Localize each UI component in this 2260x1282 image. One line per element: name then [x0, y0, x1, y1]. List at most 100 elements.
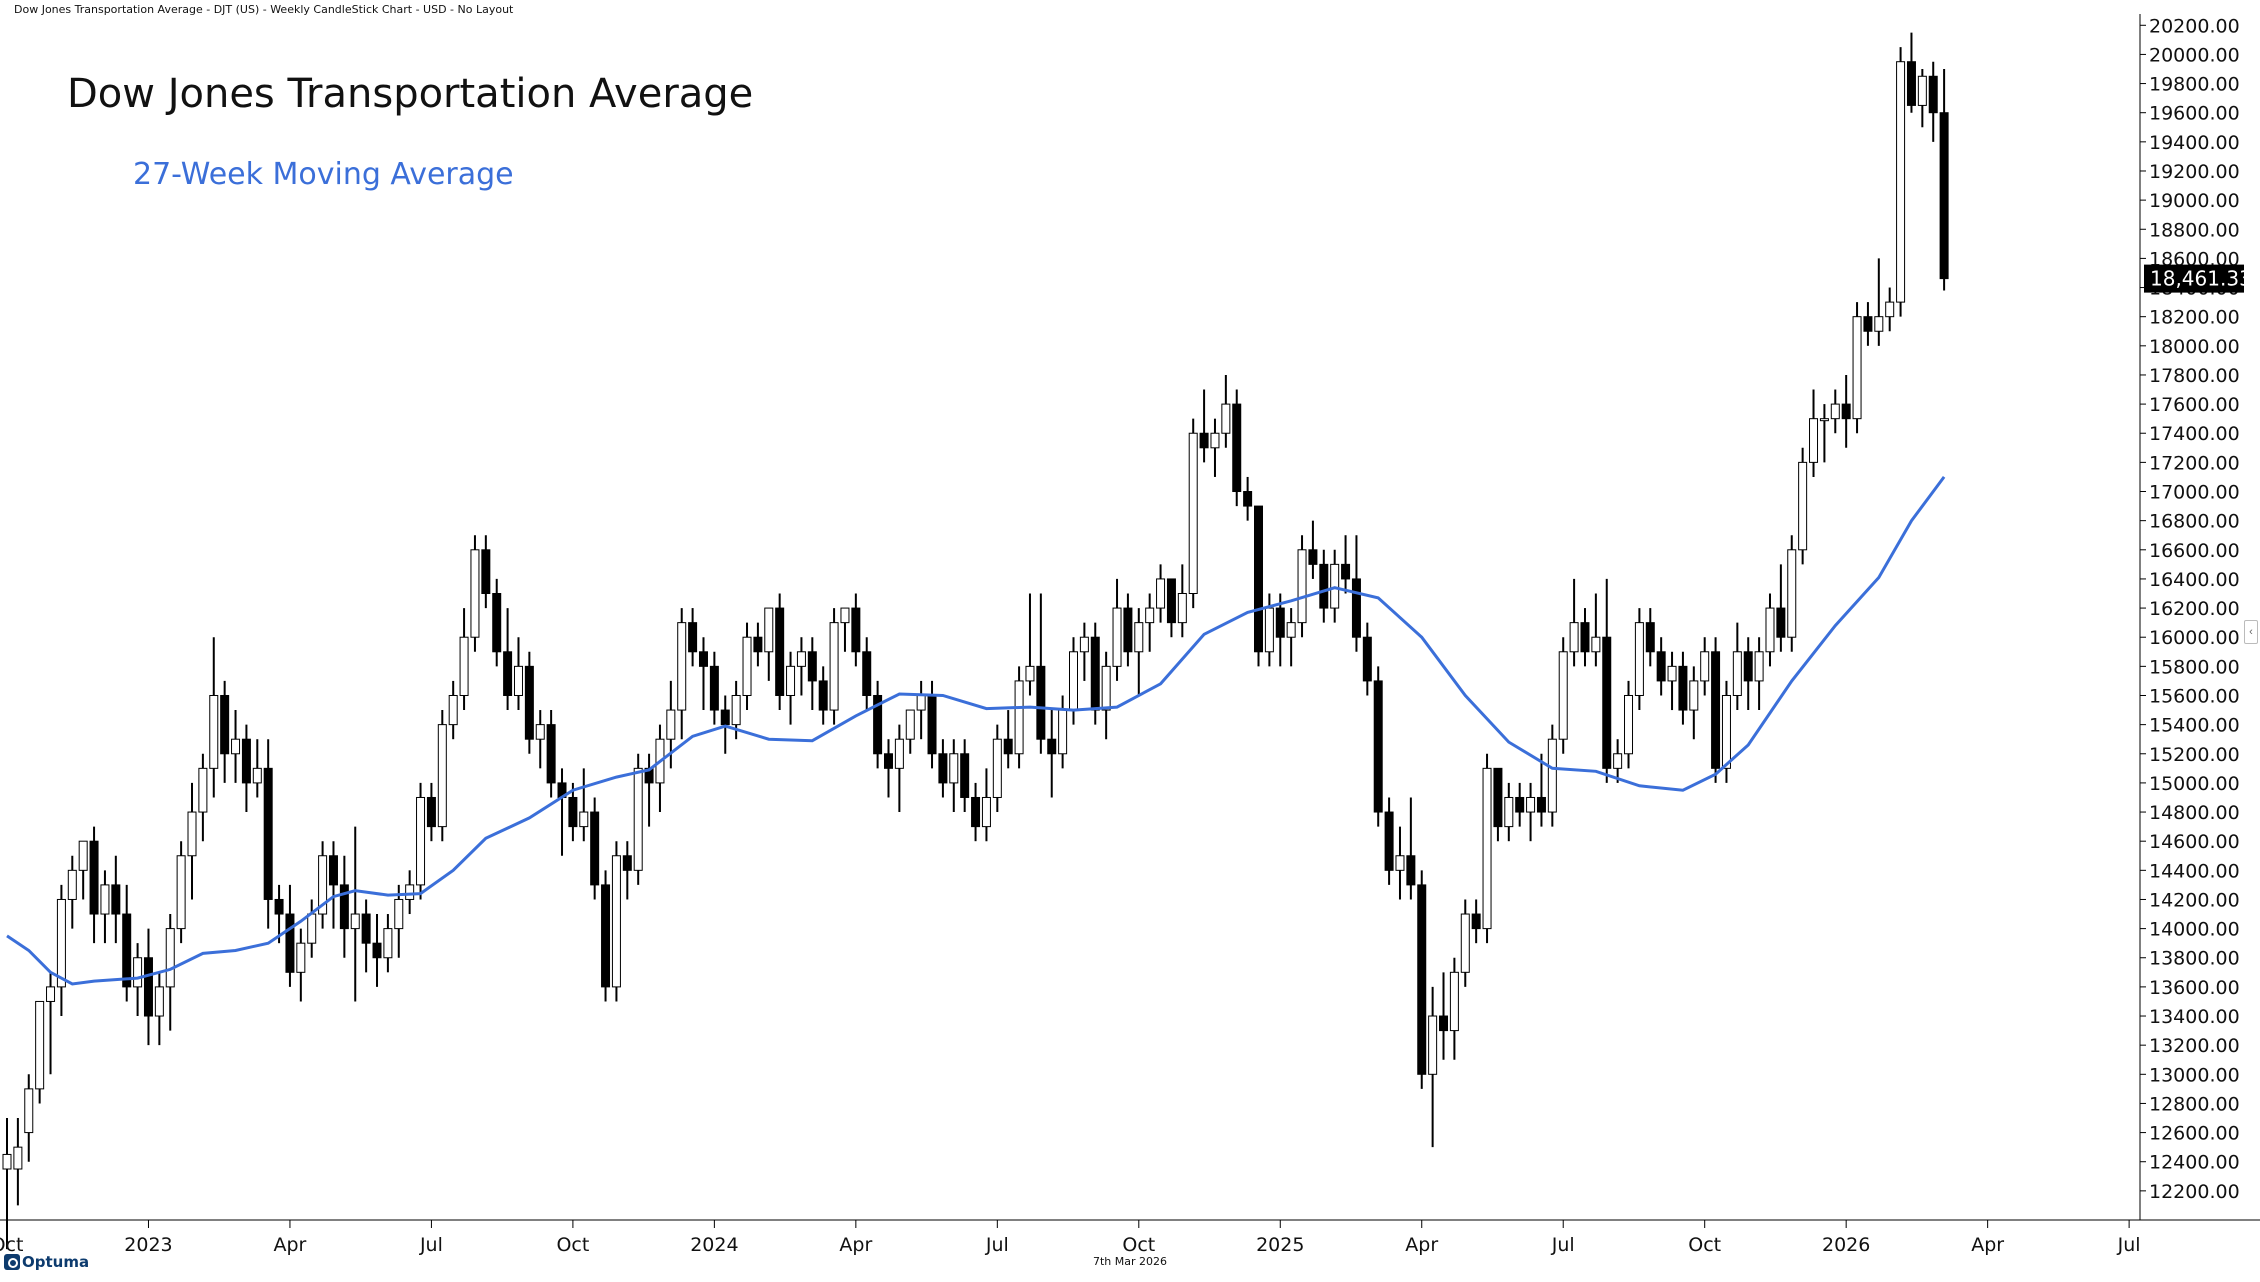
candle-body-down: [274, 898, 284, 915]
candle: [981, 768, 991, 842]
candle: [1645, 608, 1655, 667]
candle-body-down: [220, 694, 230, 755]
candle: [394, 884, 404, 958]
candle: [1830, 389, 1840, 434]
candle-body-down: [1928, 75, 1938, 114]
candle: [851, 593, 861, 667]
candle: [524, 651, 534, 754]
candle: [1482, 753, 1492, 944]
y-tick-label: 13800.00: [2149, 948, 2240, 970]
candle-body-up: [394, 898, 404, 930]
candle-body-up: [611, 855, 621, 988]
candle: [220, 680, 230, 783]
candle-body-down: [328, 855, 338, 886]
candle-body-up: [405, 884, 415, 900]
candle: [492, 578, 502, 667]
y-tick-label: 13600.00: [2149, 977, 2240, 999]
candle-body-up: [949, 753, 959, 784]
candle-body-down: [143, 957, 153, 1017]
y-tick-label: 19800.00: [2149, 74, 2240, 96]
candle: [1275, 593, 1285, 667]
candle-body-up: [1264, 607, 1274, 653]
candle-body-down: [1417, 884, 1427, 1075]
candle-body-down: [1199, 432, 1209, 449]
candle-body-up: [1156, 578, 1166, 609]
y-tick-label: 14800.00: [2149, 802, 2240, 824]
candle: [209, 637, 219, 798]
candle-body-down: [1166, 578, 1176, 624]
candle: [1460, 899, 1470, 987]
candle: [873, 680, 883, 769]
candle-body-up: [1591, 636, 1601, 653]
candle-body-up: [731, 694, 741, 726]
candle: [1602, 578, 1612, 783]
candle: [688, 608, 698, 667]
candle-body-up: [1885, 301, 1895, 318]
candle: [89, 826, 99, 944]
y-axis-ticks: 12200.00 12400.00 12600.00 12800.00 13000.00…: [2140, 15, 2240, 1203]
candle: [579, 768, 589, 842]
candle: [1743, 637, 1753, 711]
candle: [1210, 418, 1220, 477]
candle-body-down: [426, 796, 436, 828]
candle: [1765, 593, 1775, 667]
candle: [557, 768, 567, 856]
candle-body-down: [960, 753, 970, 798]
candle-body-up: [1079, 636, 1089, 653]
candle: [1874, 258, 1884, 346]
candle-body-up: [829, 622, 839, 711]
candle-body-up: [176, 855, 186, 930]
candle: [1526, 782, 1536, 842]
candle-body-down: [1439, 1015, 1449, 1032]
y-tick-label: 13200.00: [2149, 1035, 2240, 1057]
candle-body-down: [720, 709, 730, 726]
x-tick-label: 2024: [690, 1234, 738, 1256]
candle-body-down: [1906, 61, 1916, 106]
candle-body-up: [1634, 622, 1644, 696]
candle-body-down: [524, 665, 534, 740]
candle: [328, 841, 338, 929]
candle-body-up: [1134, 622, 1144, 653]
candle: [1286, 608, 1296, 667]
candle: [111, 855, 121, 944]
candle-body-down: [1678, 665, 1688, 711]
candle-body-down: [1319, 563, 1329, 609]
candle-body-up: [383, 928, 393, 959]
candle-body-up: [1504, 796, 1514, 828]
candle-body-up: [1547, 738, 1557, 813]
candle-body-down: [492, 593, 502, 653]
candle: [1787, 535, 1797, 652]
candle: [513, 637, 523, 711]
candle: [46, 972, 56, 1075]
candle: [1928, 61, 1938, 142]
candle: [187, 782, 197, 900]
candle-body-down: [938, 753, 948, 784]
candle-body-down: [1515, 796, 1525, 813]
candle-body-up: [1069, 651, 1078, 711]
candle: [1439, 972, 1449, 1060]
candle: [622, 841, 632, 900]
y-tick-label: 19600.00: [2149, 103, 2240, 125]
candle-body-up: [633, 767, 643, 871]
candle: [67, 855, 77, 929]
x-tick-label: Oct: [1688, 1234, 1721, 1256]
optuma-logo-icon: [4, 1254, 20, 1270]
candle-body-up: [1395, 855, 1405, 871]
candle: [1917, 68, 1927, 128]
x-tick-label: Apr: [274, 1234, 307, 1256]
candle-body-up: [1112, 607, 1122, 667]
candle-body-up: [1798, 461, 1808, 551]
candle: [1819, 404, 1829, 463]
brand-name: Optuma: [22, 1253, 90, 1271]
candle-body-up: [1101, 665, 1111, 711]
candle-body-down: [361, 913, 371, 944]
chevron-left-icon[interactable]: ‹: [2244, 620, 2258, 644]
x-tick-label: Apr: [839, 1234, 872, 1256]
y-tick-label: 12800.00: [2149, 1093, 2240, 1115]
y-tick-label: 13400.00: [2149, 1006, 2240, 1028]
candle: [1134, 608, 1144, 696]
candle-body-up: [1058, 709, 1068, 755]
y-tick-label: 14200.00: [2149, 889, 2240, 911]
candle-body-down: [622, 855, 632, 871]
